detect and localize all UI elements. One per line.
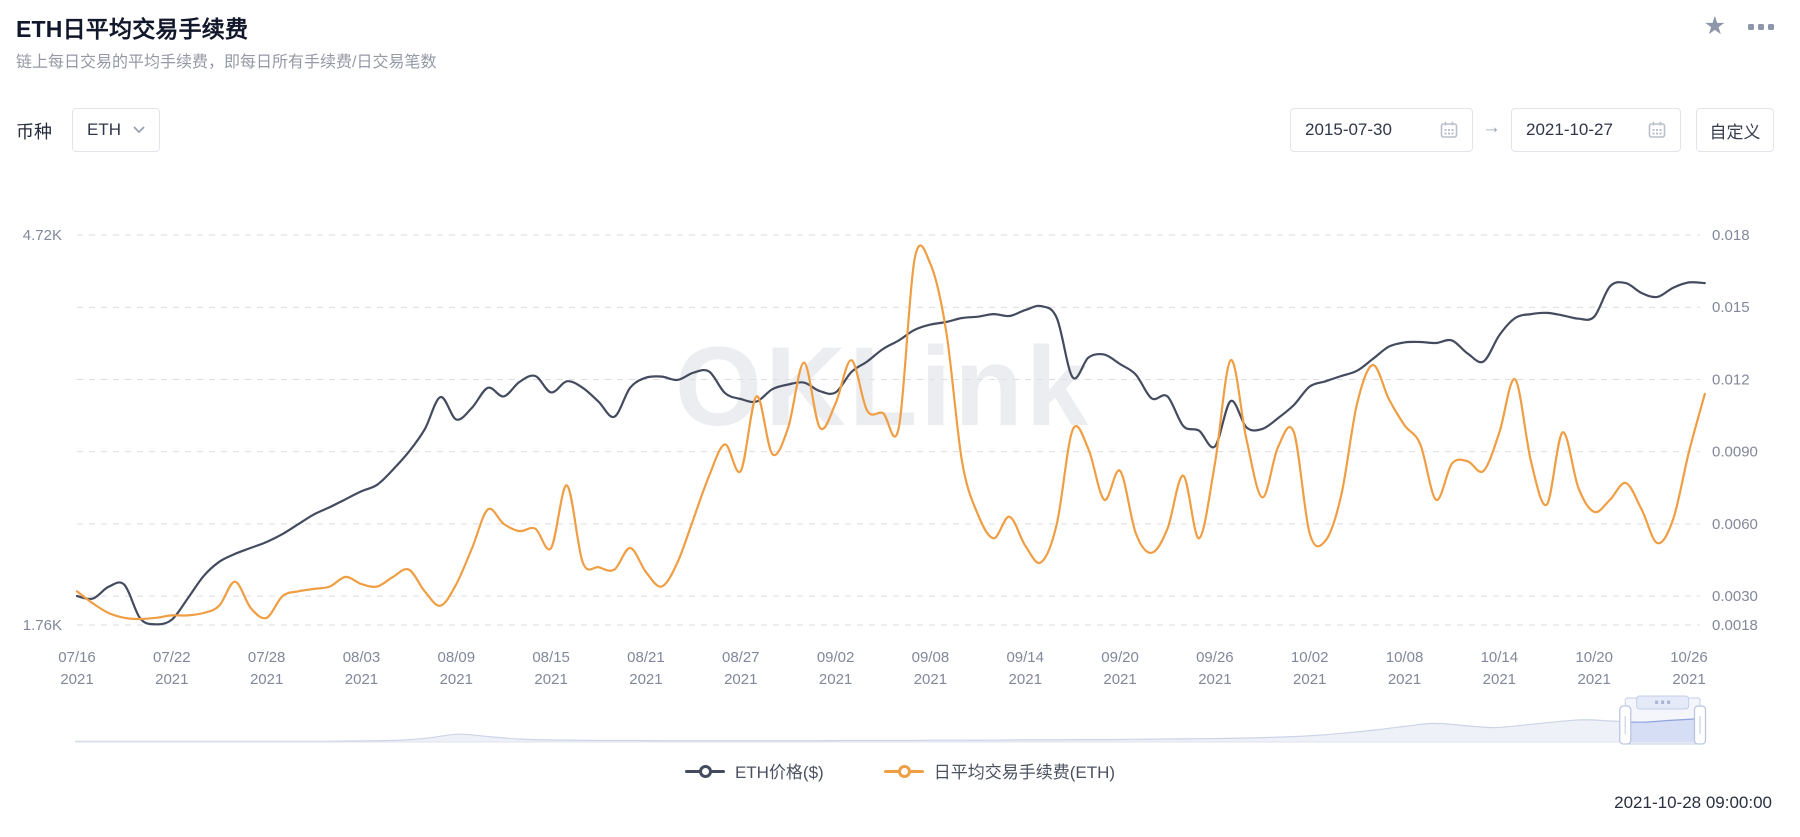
calendar-icon [1648,121,1666,138]
x-axis-label-year: 2021 [1483,671,1516,688]
x-axis-label-year: 2021 [914,671,947,688]
x-axis-label: 09/08 [912,649,950,666]
x-axis-label: 10/26 [1670,649,1708,666]
y-axis-label-right: 0.0030 [1712,588,1758,605]
navigator-area-selected [1625,718,1700,742]
header-actions: ★ [1704,14,1774,39]
page-header: ETH日平均交易手续费 [16,10,248,44]
page-subtitle: 链上每日交易的平均手续费，即每日所有手续费/日交易笔数 [16,54,437,71]
controls-row: 币种 ETH 2015-07-30 → 2021-10-27 自定义 [0,108,1800,154]
x-axis-label-year: 2021 [629,671,662,688]
y-axis-label-left: 1.76K [23,617,62,634]
x-axis-label-year: 2021 [155,671,188,688]
x-axis-label-year: 2021 [60,671,93,688]
x-axis-label-year: 2021 [440,671,473,688]
data-timestamp: 2021-10-28 09:00:00 [1614,793,1772,812]
coin-select[interactable]: ETH [72,108,160,152]
x-axis-label-year: 2021 [724,671,757,688]
date-end-input[interactable]: 2021-10-27 [1511,108,1681,152]
x-axis-label-year: 2021 [534,671,567,688]
x-axis-label-year: 2021 [1293,671,1326,688]
x-axis-label-year: 2021 [1577,671,1610,688]
brush-grip-dot [1667,700,1671,704]
page-title: ETH日平均交易手续费 [16,16,249,42]
fee-price-chart: 0.018 0.015 0.012 0.0090 0.0060 0.0030 0.0018 4… [23,227,1758,745]
date-end-value: 2021-10-27 [1526,120,1613,139]
date-range-arrow-icon: → [1482,117,1501,138]
legend-label-price: ETH价格($) [734,763,824,782]
x-axis-label-year: 2021 [1198,671,1231,688]
date-start-value: 2015-07-30 [1305,120,1392,139]
x-axis-label: 08/09 [438,649,476,666]
x-axis-label: 09/26 [1196,649,1234,666]
chart-legend: ETH价格($) 日平均交易手续费(ETH) [0,758,1800,783]
x-axis-label: 08/03 [343,649,381,666]
x-axis-label: 08/21 [627,649,665,666]
x-axis-label-year: 2021 [345,671,378,688]
coin-label: 币种 [16,122,52,142]
y-axis-label-right: 0.0090 [1712,444,1758,461]
x-axis-label-year: 2021 [1103,671,1136,688]
x-axis-label: 07/28 [248,649,286,666]
legend-marker-price [684,764,725,778]
y-axis-label-right: 0.012 [1712,371,1750,388]
date-start-input[interactable]: 2015-07-30 [1290,108,1473,152]
more-menu-icon[interactable] [1748,18,1774,36]
y-axis-label-right: 0.0018 [1712,617,1758,634]
x-axis-label: 08/15 [532,649,570,666]
legend-label-fee: 日平均交易手续费(ETH) [933,763,1116,782]
x-axis-label-year: 2021 [819,671,852,688]
x-axis-label: 07/22 [153,649,191,666]
fee-line [75,244,1706,621]
x-axis-label-year: 2021 [1672,671,1705,688]
price-line [75,281,1706,626]
x-axis-label: 10/02 [1291,649,1329,666]
x-axis-label: 10/20 [1575,649,1613,666]
navigator-area [75,718,1700,742]
brush-grip-dot [1655,700,1659,704]
chevron-down-icon [133,126,145,133]
y-axis-label-left: 4.72K [23,227,62,244]
brush-grip-dot [1661,700,1665,704]
navigator-line [75,718,1701,743]
oklink-watermark: OKLink [674,324,1092,449]
y-axis-label-right: 0.015 [1712,299,1750,316]
x-axis-label-year: 2021 [250,671,283,688]
legend-marker-fee [883,764,924,778]
favorite-star-icon[interactable]: ★ [1703,12,1726,40]
x-axis-label: 10/08 [1386,649,1424,666]
x-axis-label: 08/27 [722,649,760,666]
x-axis-label: 09/02 [817,649,855,666]
y-axis-label-right: 0.018 [1712,227,1750,244]
y-axis-label-right: 0.0060 [1712,516,1758,533]
custom-range-button[interactable]: 自定义 [1696,108,1774,152]
calendar-icon [1440,121,1458,138]
coin-select-value: ETH [87,120,121,139]
x-axis-label: 10/14 [1481,649,1519,666]
x-axis-label: 09/20 [1101,649,1139,666]
x-axis-label-year: 2021 [1009,671,1042,688]
x-axis-label: 07/16 [58,649,96,666]
x-axis-label-year: 2021 [1388,671,1421,688]
x-axis-label: 09/14 [1006,649,1044,666]
legend-item-eth-price[interactable]: ETH价格($) [684,758,824,783]
legend-item-fee[interactable]: 日平均交易手续费(ETH) [883,758,1116,783]
